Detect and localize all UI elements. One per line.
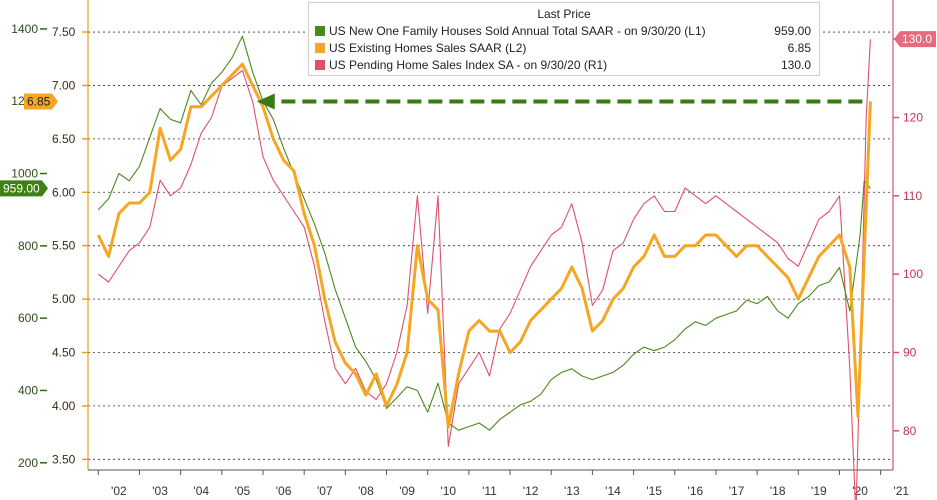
annotation-arrowhead [256, 93, 275, 110]
last-value-label-new-home-text: 959.00 [3, 181, 40, 195]
x-tick-label: '05 [235, 484, 251, 498]
x-tick-label: '08 [358, 484, 374, 498]
y-tick-label: 3.50 [52, 452, 76, 466]
x-tick-label: '04 [193, 484, 209, 498]
y-tick-label: 5.50 [52, 239, 76, 253]
y-tick-label: 400 [18, 383, 38, 397]
y-tick-label: 6.50 [52, 132, 76, 146]
left-outer-axis: 200400600800100012001400 [11, 22, 47, 470]
y-tick-label: 200 [18, 456, 38, 470]
x-tick-label: '02 [111, 484, 127, 498]
x-tick-label: '10 [440, 484, 456, 498]
y-tick-label: 100 [903, 267, 923, 281]
y-tick-label: 4.00 [52, 399, 76, 413]
x-tick-label: '18 [770, 484, 786, 498]
x-tick-label: '11 [482, 484, 497, 498]
last-value-labels: 959.00 6.85 130.0 [0, 31, 936, 197]
y-tick-label: 1000 [11, 167, 38, 181]
legend-entry-existing-home-sales: US Existing Homes Sales SAAR (L2) 6.85 [315, 40, 811, 56]
legend-swatch-icon [315, 43, 325, 53]
legend-value: 130.0 [780, 58, 811, 72]
legend-label: US Existing Homes Sales SAAR (L2) [329, 41, 527, 55]
x-tick-label: '14 [605, 484, 621, 498]
last-value-label-pending-home-bg [894, 31, 936, 48]
legend-title: Last Price [537, 7, 591, 21]
y-tick-label: 90 [903, 346, 917, 360]
last-value-label-new-home: 959.00 [0, 180, 48, 197]
x-tick-label: '17 [729, 484, 745, 498]
y-tick-label: 5.00 [52, 292, 76, 306]
right-axis: 8090100110120130 [893, 32, 923, 438]
last-value-label-existing-home-text: 6.85 [27, 94, 51, 108]
legend-entry-pending-home-sales: US Pending Home Sales Index SA - on 9/30… [315, 57, 811, 73]
x-tick-label: '03 [152, 484, 168, 498]
x-tick-label: '19 [811, 484, 827, 498]
y-tick-label: 600 [18, 311, 38, 325]
series-group [96, 35, 872, 500]
x-axis: '02 '03 '04 '05 '06 '07 '08 '09 '10 '11 '12 '13 '14 '… [97, 470, 909, 498]
last-value-label-existing-home: 6.85 [24, 93, 58, 110]
legend-value: 959.00 [774, 24, 811, 38]
y-tick-label: 1400 [11, 22, 38, 36]
x-tick-label: '16 [688, 484, 704, 498]
x-tick-label: '06 [276, 484, 292, 498]
x-tick-label: '12 [523, 484, 539, 498]
series-line-2 [97, 39, 871, 500]
y-tick-label: 120 [903, 111, 923, 125]
last-value-label-existing-home-bg [24, 93, 58, 110]
x-tick-label: '13 [564, 484, 580, 498]
legend-entry-new-home-sales: US New One Family Houses Sold Annual Tot… [315, 23, 811, 39]
annotation [256, 93, 863, 110]
x-tick-label: '07 [317, 484, 333, 498]
series-line-1 [96, 62, 872, 429]
x-tick-label: '21 [893, 484, 909, 498]
y-tick-label: 800 [18, 239, 38, 253]
y-tick-label: 4.50 [52, 346, 76, 360]
series-line-0 [97, 35, 871, 431]
last-value-label-new-home-bg [0, 180, 48, 197]
x-tick-label: '09 [399, 484, 415, 498]
x-tick-label: '15 [646, 484, 662, 498]
legend: Last Price US New One Family Houses Sold… [308, 2, 820, 76]
legend-label: US Pending Home Sales Index SA - on 9/30… [329, 58, 608, 72]
y-tick-label: 80 [903, 424, 917, 438]
y-tick-label: 110 [903, 189, 922, 203]
legend-label: US New One Family Houses Sold Annual Tot… [329, 24, 706, 38]
last-value-label-pending-home: 130.0 [894, 31, 936, 48]
y-tick-label: 6.00 [52, 185, 76, 199]
y-tick-label: 7.00 [52, 78, 76, 92]
last-value-label-pending-home-text: 130.0 [902, 32, 932, 46]
legend-value: 6.85 [787, 41, 811, 55]
legend-swatch-icon [315, 26, 325, 36]
y-tick-label: 7.50 [52, 25, 76, 39]
legend-swatch-icon [315, 60, 325, 70]
left-inner-axis: 3.50 4.00 4.50 5.00 5.50 6.00 6.50 7.00 7.50 [52, 25, 88, 466]
